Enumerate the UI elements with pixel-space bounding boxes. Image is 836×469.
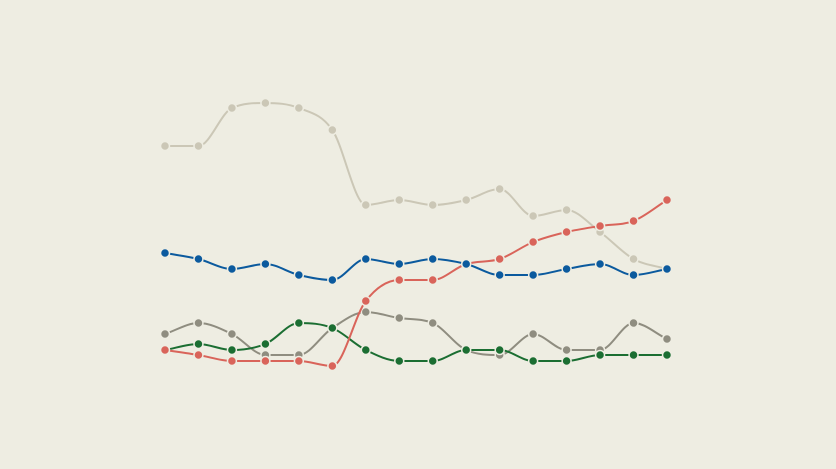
data-point — [494, 269, 505, 281]
data-point — [594, 258, 606, 270]
data-point — [527, 355, 539, 367]
data-point — [159, 247, 171, 259]
data-point — [561, 204, 572, 216]
data-point — [494, 344, 505, 356]
data-point — [460, 344, 472, 356]
data-point — [260, 355, 271, 367]
data-point — [293, 317, 305, 329]
data-point — [159, 344, 171, 356]
data-point — [628, 349, 639, 361]
series-line — [165, 101, 668, 270]
data-point — [527, 210, 539, 222]
data-point — [628, 317, 639, 329]
data-point — [628, 215, 639, 227]
data-point — [427, 253, 438, 265]
series-5 — [159, 247, 673, 286]
data-point — [226, 263, 238, 275]
data-point — [226, 102, 238, 114]
data-point — [226, 344, 238, 356]
data-point — [561, 344, 572, 356]
data-point — [661, 349, 673, 361]
data-point — [394, 274, 405, 286]
data-point — [427, 199, 438, 211]
data-point — [561, 263, 572, 275]
data-point — [293, 269, 305, 281]
data-point — [327, 274, 338, 286]
data-point — [628, 269, 639, 281]
data-point — [460, 194, 472, 206]
data-point — [360, 295, 372, 307]
data-point — [594, 220, 606, 232]
data-point — [193, 349, 204, 361]
data-point — [394, 312, 405, 324]
data-point — [427, 274, 438, 286]
data-point — [661, 194, 673, 206]
data-point — [293, 355, 305, 367]
data-point — [661, 333, 673, 345]
data-point — [226, 328, 238, 340]
data-point — [327, 360, 338, 372]
data-point — [327, 322, 338, 334]
series-line — [164, 199, 668, 368]
data-point — [527, 236, 539, 248]
data-point — [494, 253, 505, 265]
data-point — [226, 355, 238, 367]
data-point — [561, 226, 572, 238]
data-point — [628, 253, 639, 265]
data-point — [394, 258, 405, 270]
data-point — [193, 140, 204, 152]
data-point — [427, 355, 438, 367]
series-1 — [159, 97, 673, 275]
data-point — [594, 349, 606, 361]
data-point — [260, 258, 271, 270]
series-3 — [159, 317, 673, 367]
data-point — [394, 194, 405, 206]
series-line — [164, 321, 667, 362]
series-2 — [159, 306, 673, 361]
data-point — [394, 355, 405, 367]
data-point — [193, 253, 204, 265]
data-point — [159, 140, 171, 152]
data-point — [661, 263, 673, 275]
data-point — [427, 317, 438, 329]
data-point — [260, 97, 271, 109]
data-point — [193, 317, 204, 329]
data-point — [293, 102, 305, 114]
data-point — [561, 355, 572, 367]
series-line — [164, 310, 668, 357]
series-4 — [159, 194, 673, 372]
data-point — [159, 328, 171, 340]
data-point — [460, 258, 472, 270]
data-point — [360, 344, 372, 356]
data-point — [527, 328, 539, 340]
series-line — [164, 252, 668, 282]
data-point — [360, 253, 372, 265]
data-point — [260, 338, 271, 350]
data-point — [360, 199, 372, 211]
data-point — [527, 269, 539, 281]
data-point — [327, 124, 338, 136]
data-point — [494, 183, 505, 195]
data-point — [193, 338, 204, 350]
data-point — [360, 306, 372, 318]
